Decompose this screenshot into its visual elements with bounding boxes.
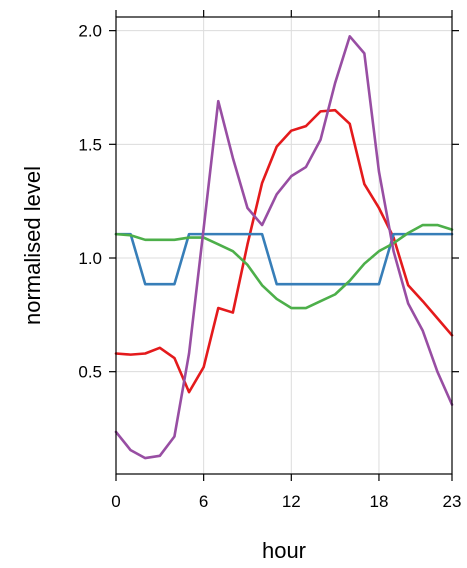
y-tick-label: 2.0 [78, 22, 102, 41]
grid-lines [115, 17, 453, 474]
series-line-1 [114, 108, 454, 394]
y-axis-title: normalised level [20, 166, 45, 325]
x-tick-label: 6 [199, 492, 208, 511]
x-tick-label: 12 [282, 492, 301, 511]
y-tick-label: 1.0 [78, 249, 102, 268]
series-line-4 [114, 35, 454, 460]
axis-ticks [109, 10, 459, 481]
x-axis-title: hour [262, 538, 306, 563]
plot-frame [115, 16, 453, 475]
series-lines [114, 35, 454, 460]
x-tick-label: 23 [443, 492, 462, 511]
series-line-3 [114, 223, 454, 310]
y-tick-label: 0.5 [78, 363, 102, 382]
series-line-2 [114, 232, 454, 286]
x-tick-label: 18 [369, 492, 388, 511]
x-tick-label: 0 [111, 492, 120, 511]
y-tick-label: 1.5 [78, 135, 102, 154]
axis-tick-labels: 0 6 12 18 23 0.5 1.0 1.5 2.0 [78, 22, 461, 511]
